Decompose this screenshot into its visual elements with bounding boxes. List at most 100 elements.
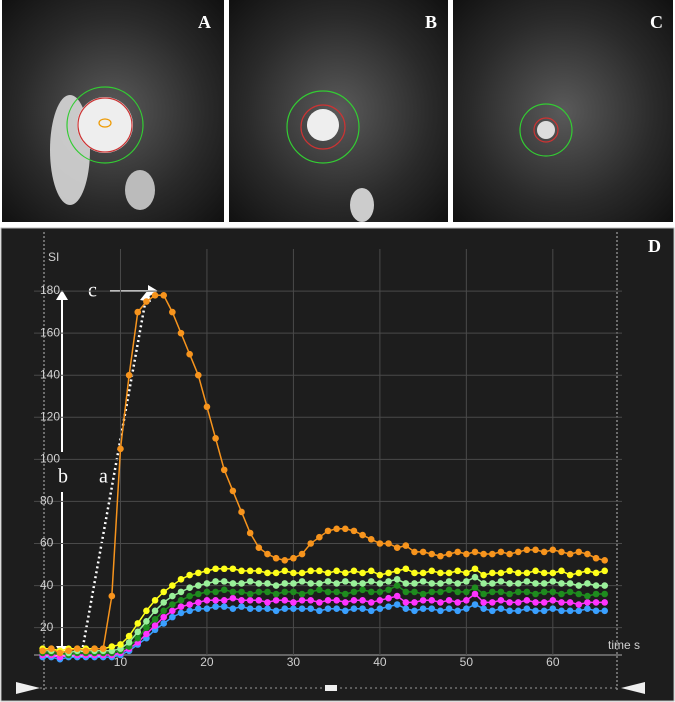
data-point	[367, 599, 375, 606]
data-point	[186, 601, 193, 608]
data-point	[549, 605, 557, 613]
data-point	[238, 508, 245, 516]
data-point	[428, 580, 436, 587]
scroll-handle[interactable]	[621, 682, 645, 694]
data-point	[290, 605, 297, 613]
data-point	[566, 599, 574, 606]
scroll-thumb[interactable]	[325, 685, 337, 691]
data-point	[540, 569, 548, 577]
data-point	[488, 599, 496, 606]
data-point	[506, 580, 513, 587]
data-point	[203, 580, 211, 587]
data-point	[523, 578, 531, 585]
data-point	[169, 601, 176, 608]
data-point	[341, 569, 349, 577]
data-point	[601, 599, 609, 606]
y-tick-label: 140	[40, 367, 60, 381]
data-point	[220, 597, 228, 604]
data-point	[549, 588, 557, 596]
data-point	[177, 597, 185, 604]
data-point	[151, 615, 159, 623]
data-point	[514, 599, 522, 606]
data-point	[506, 590, 513, 598]
chart-background	[0, 227, 675, 702]
data-point	[333, 588, 340, 596]
data-point	[316, 586, 323, 594]
data-point	[82, 647, 90, 655]
data-point	[160, 291, 168, 299]
data-point	[212, 603, 219, 610]
scroll-handle[interactable]	[16, 682, 40, 694]
data-point	[290, 580, 297, 587]
data-point	[108, 643, 116, 650]
data-point	[506, 607, 513, 615]
data-point	[454, 607, 462, 615]
data-point	[488, 588, 496, 596]
panel-label: A	[198, 12, 211, 32]
image-b: B	[229, 0, 448, 222]
data-point	[566, 607, 574, 615]
y-tick-label: 160	[40, 325, 60, 339]
data-point	[177, 609, 185, 617]
data-point	[160, 599, 168, 606]
data-point	[497, 548, 505, 556]
data-point	[290, 599, 297, 606]
y-tick-label: 40	[40, 578, 54, 592]
data-point	[246, 529, 254, 537]
data-point	[134, 628, 142, 636]
data-point	[143, 624, 150, 631]
data-point	[341, 525, 349, 533]
data-point	[532, 599, 539, 606]
data-point	[385, 569, 392, 577]
data-point	[125, 371, 133, 379]
data-point	[575, 582, 583, 589]
data-point	[558, 548, 565, 556]
data-point	[177, 603, 185, 610]
data-point	[566, 580, 574, 587]
data-point	[601, 590, 609, 598]
data-point	[194, 371, 202, 379]
data-point	[437, 588, 444, 596]
data-point	[540, 580, 548, 587]
data-point	[350, 605, 358, 613]
data-point	[480, 550, 487, 558]
data-point	[272, 554, 280, 562]
data-point	[575, 590, 583, 598]
data-point	[255, 605, 263, 613]
data-point	[324, 527, 332, 535]
data-point	[160, 620, 168, 627]
data-point	[428, 550, 436, 558]
data-point	[177, 588, 185, 596]
data-point	[532, 607, 539, 615]
data-point	[359, 605, 366, 613]
data-point	[584, 605, 591, 613]
data-point	[229, 588, 237, 596]
data-point	[194, 590, 202, 598]
x-tick-label: 20	[200, 655, 214, 669]
data-point	[575, 607, 583, 615]
data-point	[212, 578, 219, 585]
data-point	[385, 586, 392, 594]
data-point	[359, 586, 366, 594]
data-point	[272, 597, 280, 604]
data-point	[471, 548, 479, 556]
data-point	[350, 588, 358, 596]
data-point	[212, 435, 219, 442]
data-point	[402, 580, 410, 587]
data-point	[445, 597, 453, 604]
data-point	[506, 567, 513, 575]
data-point	[264, 588, 271, 596]
data-point	[437, 580, 444, 587]
data-point	[428, 597, 436, 604]
data-point	[367, 536, 375, 543]
image-a: A	[2, 0, 224, 222]
data-point	[584, 550, 591, 558]
data-point	[385, 603, 392, 610]
data-point	[497, 605, 505, 613]
data-point	[454, 588, 462, 596]
data-point	[324, 605, 332, 613]
data-point	[143, 618, 150, 625]
data-point	[540, 588, 548, 596]
data-point	[212, 588, 219, 596]
data-point	[445, 550, 453, 558]
